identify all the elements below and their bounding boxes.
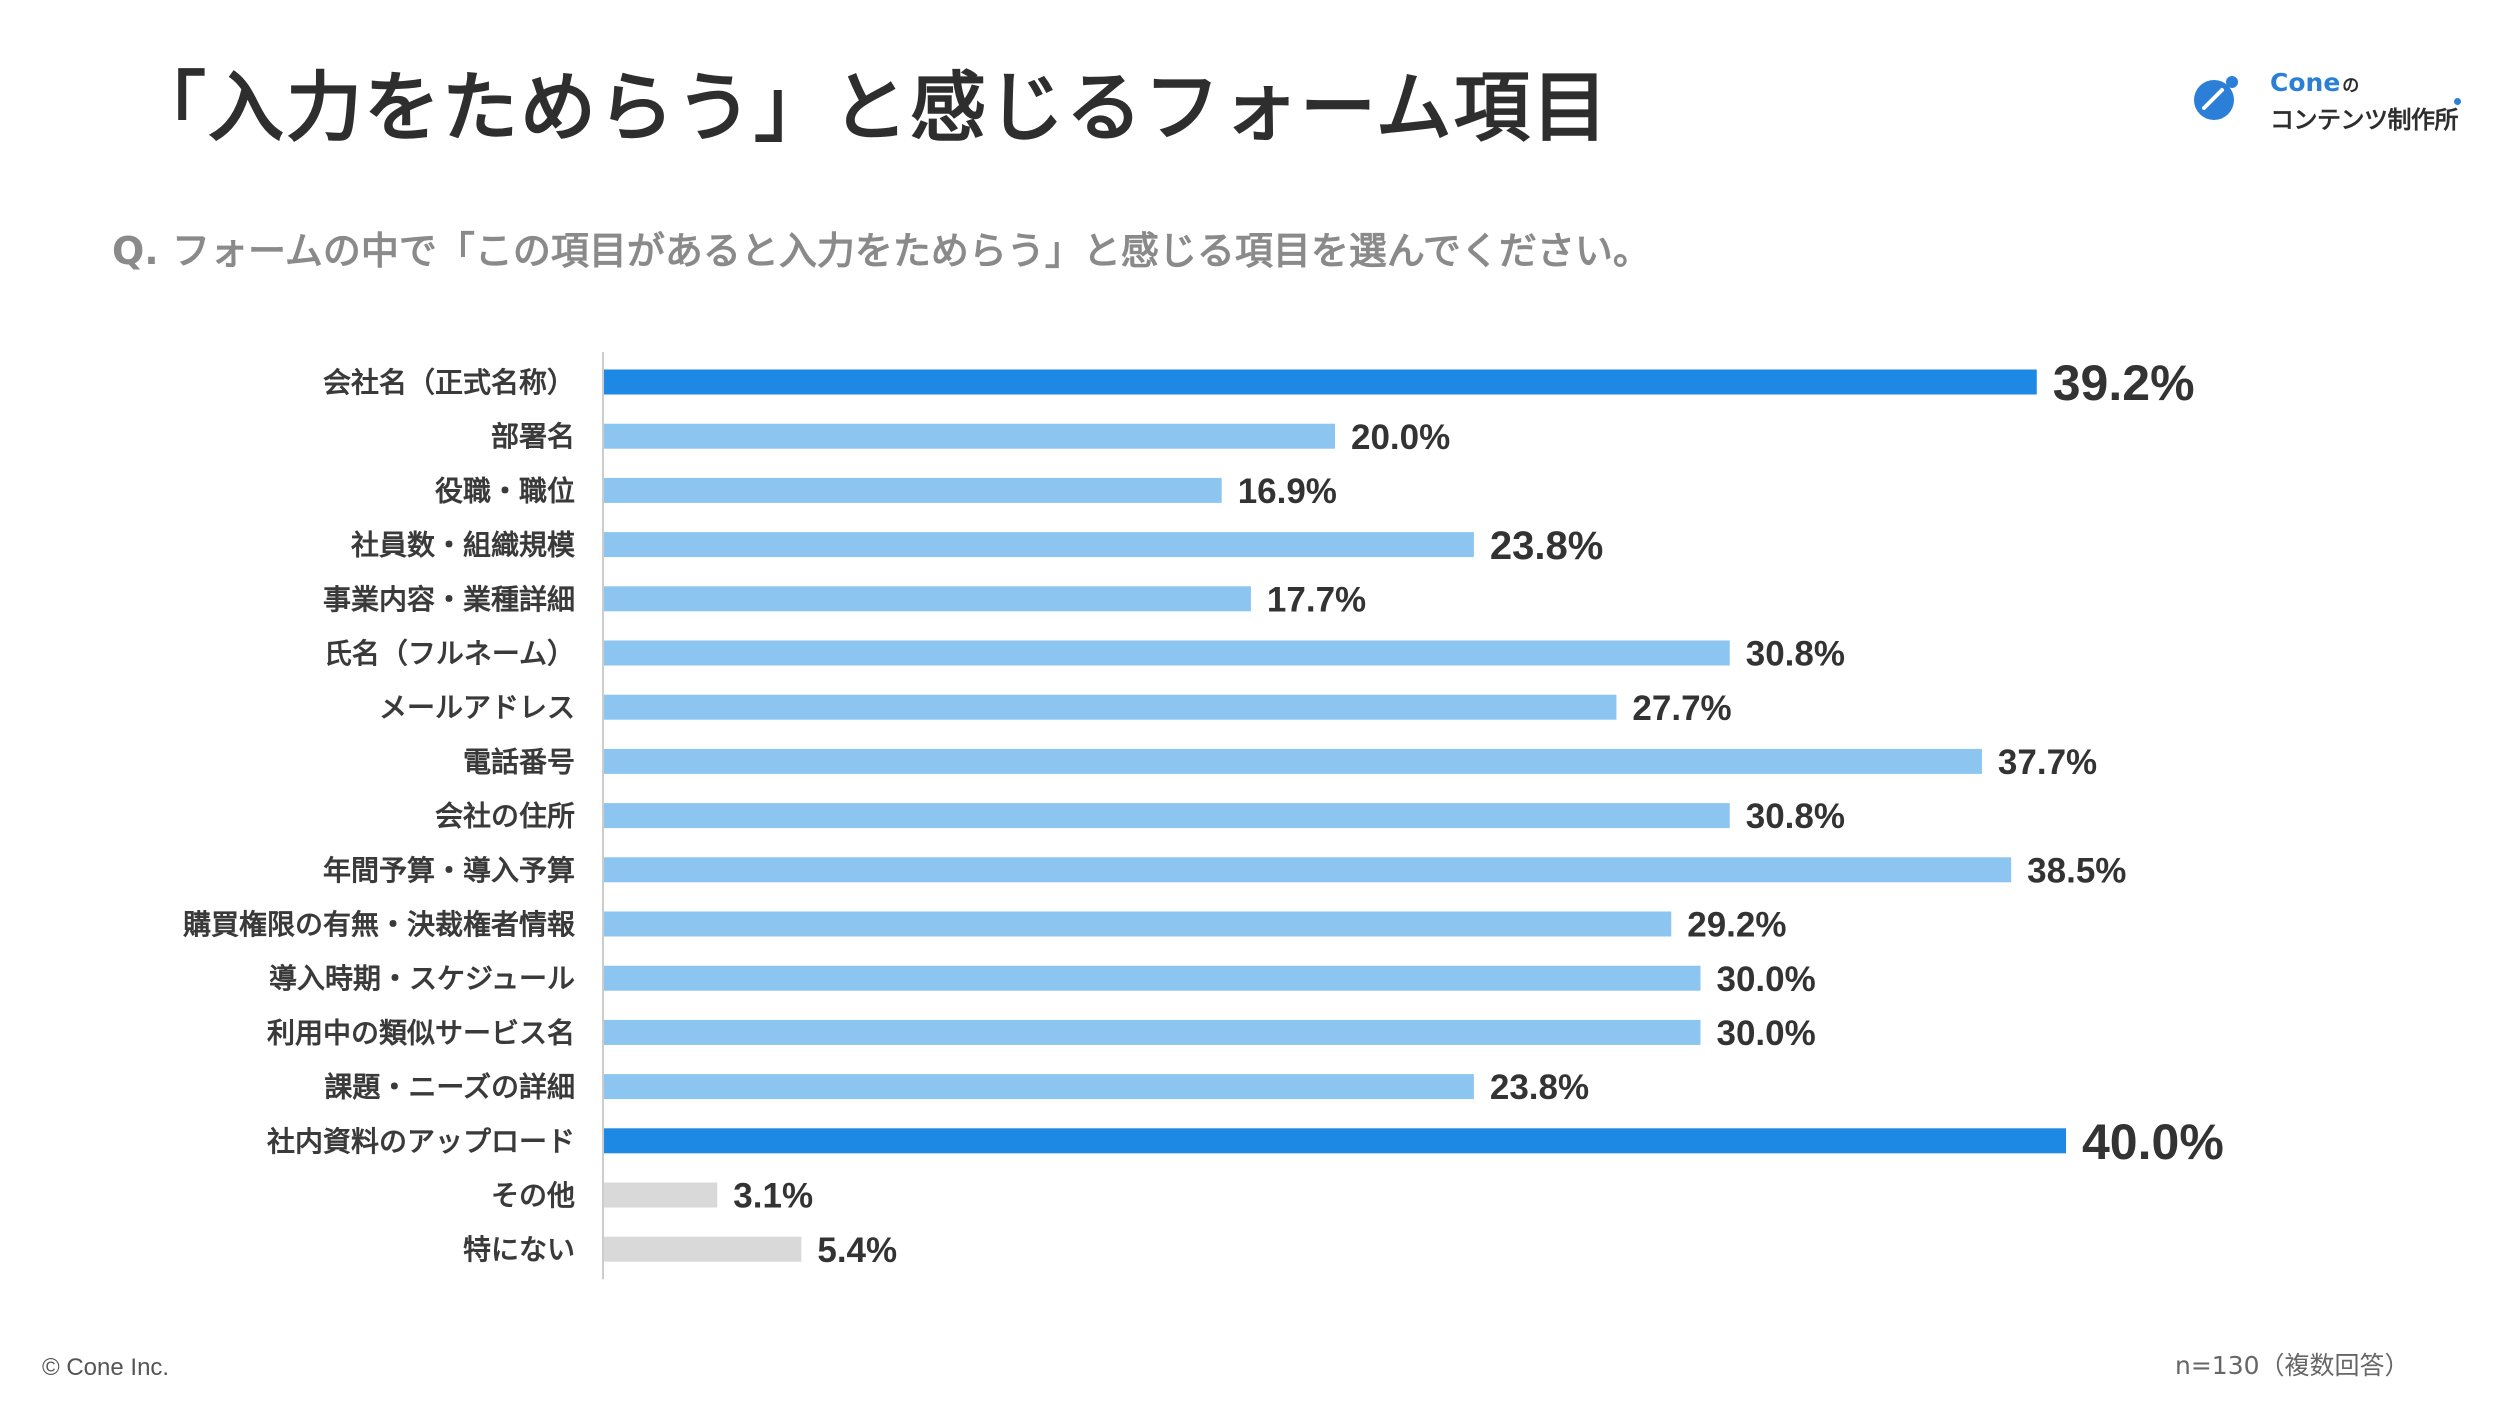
category-label: 社員数・組織規模 <box>351 529 576 562</box>
company-logo: Cone の コンテンツ制作所 <box>2180 64 2470 140</box>
value-label: 17.7% <box>1267 580 1366 619</box>
category-label: 電話番号 <box>463 745 575 778</box>
bar <box>604 911 1672 937</box>
value-label: 3.1% <box>733 1177 813 1216</box>
value-label: 37.7% <box>1998 743 2097 782</box>
sample-note: n=130（複数回答） <box>2175 1351 2410 1380</box>
category-label: 会社の住所 <box>435 800 575 833</box>
bar <box>604 965 1701 991</box>
cone-logo-icon <box>2194 76 2238 120</box>
category-label: 社内資料のアップロード <box>267 1125 575 1158</box>
category-label: 事業内容・業種詳細 <box>323 583 575 616</box>
value-label: 38.5% <box>2027 851 2126 890</box>
value-label: 39.2% <box>2053 355 2195 411</box>
category-label: 導入時期・スケジュール <box>269 962 575 995</box>
logo-brand-name: Cone <box>2270 68 2341 97</box>
category-label: 氏名（フルネーム） <box>324 637 575 670</box>
value-label: 5.4% <box>817 1231 897 1270</box>
value-label: 30.0% <box>1717 1014 1816 1053</box>
value-label: 40.0% <box>2082 1114 2224 1170</box>
category-label: 利用中の類似サービス名 <box>267 1016 575 1049</box>
bar <box>604 1128 2066 1154</box>
value-label: 23.8% <box>1490 524 1603 568</box>
value-label: 30.8% <box>1746 797 1845 836</box>
page-title: 「入力をためらう」と感じるフォーム項目 <box>130 63 1610 152</box>
bar <box>604 1019 1701 1045</box>
survey-question: Q. フォームの中で「この項目があると入力をためらう」と感じる項目を選んでくださ… <box>112 229 1651 273</box>
category-label: 会社名（正式名称） <box>323 366 575 399</box>
bar <box>604 1182 718 1208</box>
bar <box>604 532 1474 558</box>
value-label: 23.8% <box>1490 1068 1589 1107</box>
category-label: 部署名 <box>491 420 575 453</box>
bar <box>604 748 1982 774</box>
value-label: 30.8% <box>1746 635 1845 674</box>
value-label: 20.0% <box>1351 418 1450 457</box>
bar <box>604 586 1251 612</box>
category-label: 購買権限の有無・決裁権者情報 <box>183 908 576 941</box>
logo-dot <box>2454 98 2461 105</box>
bar <box>604 1236 802 1262</box>
logo-brand-suffix: の <box>2342 76 2360 96</box>
bar <box>604 640 1730 666</box>
logo-brand: Cone の <box>2270 68 2359 97</box>
value-label: 16.9% <box>1238 472 1337 511</box>
bar <box>604 857 2012 883</box>
category-label: その他 <box>491 1179 575 1212</box>
category-label: 役職・職位 <box>435 474 575 507</box>
category-label: 年間予算・導入予算 <box>323 854 575 887</box>
logo-subtitle: コンテンツ制作所 <box>2270 106 2459 134</box>
bar <box>604 694 1617 720</box>
bar <box>604 369 2037 395</box>
value-label: 30.0% <box>1717 960 1816 999</box>
bar <box>604 803 1730 829</box>
category-label: 特にない <box>463 1233 575 1266</box>
value-label: 29.2% <box>1687 906 1786 945</box>
bar <box>604 477 1222 503</box>
bar <box>604 423 1335 449</box>
bar <box>604 1074 1474 1100</box>
category-label: メールアドレス <box>379 691 575 724</box>
copyright: © Cone Inc. <box>42 1354 170 1381</box>
category-label: 課題・ニーズの詳細 <box>324 1071 575 1104</box>
value-label: 27.7% <box>1632 689 1731 728</box>
